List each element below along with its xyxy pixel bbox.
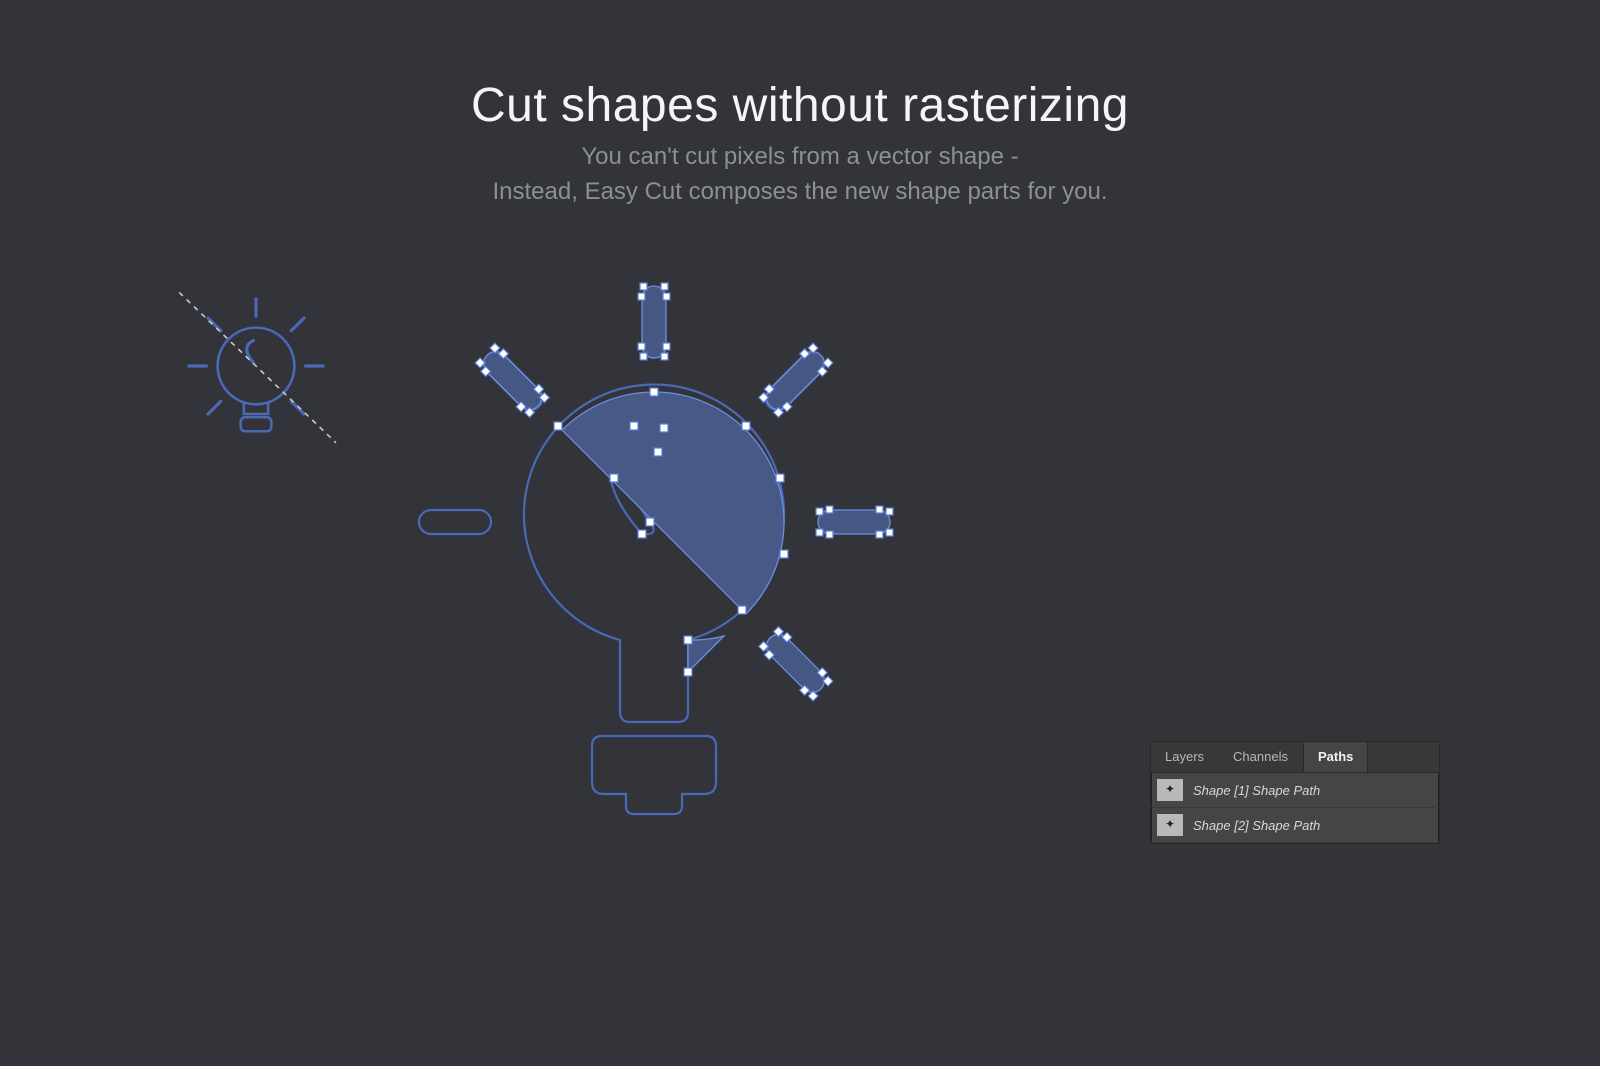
panel-tabs: Layers Channels Paths [1151,742,1439,773]
tab-layers[interactable]: Layers [1151,742,1219,772]
tab-paths[interactable]: Paths [1303,742,1368,772]
path-thumb-icon: ✦ [1157,814,1183,836]
path-row[interactable]: ✦ Shape [1] Shape Path [1151,773,1439,808]
tab-channels[interactable]: Channels [1219,742,1303,772]
thumb-glyph: ✦ [1165,782,1175,796]
path-row[interactable]: ✦ Shape [2] Shape Path [1151,808,1439,843]
path-row-label: Shape [2] Shape Path [1193,818,1320,833]
path-row-label: Shape [1] Shape Path [1193,783,1320,798]
thumb-glyph: ✦ [1165,817,1175,831]
paths-panel: Layers Channels Paths ✦ Shape [1] Shape … [1150,741,1440,844]
vector-canvas [0,0,1600,1066]
big-bulb-selected-half [474,283,893,702]
stage: Cut shapes without rasterizing You can't… [0,0,1600,1066]
path-thumb-icon: ✦ [1157,779,1183,801]
small-bulb-icon [179,292,336,442]
